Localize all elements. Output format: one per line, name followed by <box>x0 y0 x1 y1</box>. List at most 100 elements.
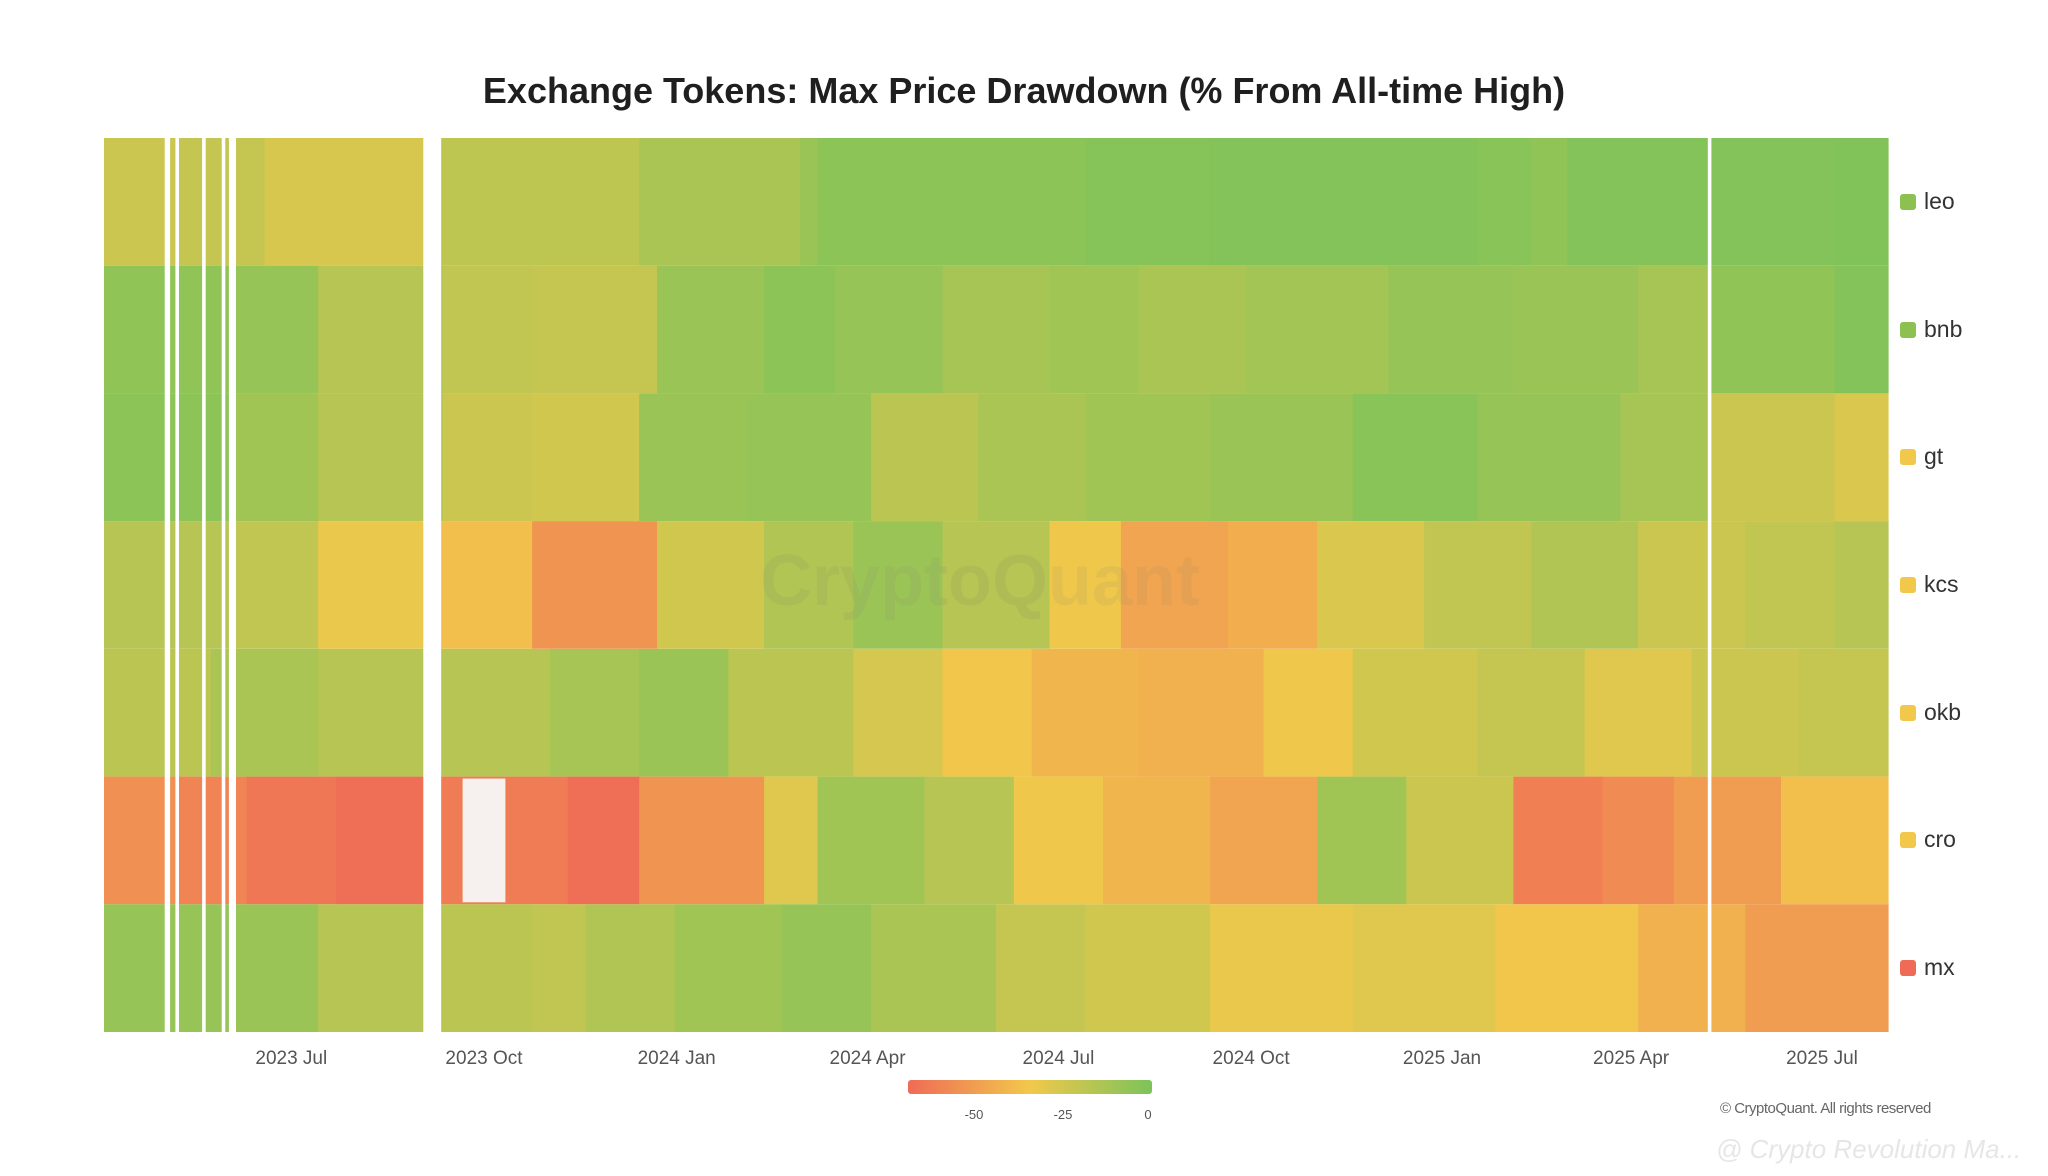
heatmap-cell-bnb <box>1834 265 1889 394</box>
heatmap-cell-gt <box>318 393 444 522</box>
heatmap-cell-gt <box>1709 393 1836 522</box>
heatmap-cell-kcs <box>1531 521 1639 649</box>
heatmap-cell-cro <box>104 776 176 905</box>
heatmap-cell-kcs <box>942 521 1051 649</box>
heatmap-cell-okb <box>1138 648 1265 777</box>
heatmap-cell-bnb <box>835 265 943 394</box>
legend-swatch-mx <box>1900 960 1916 977</box>
heatmap-cell-gt <box>1834 393 1889 522</box>
legend-swatch-leo <box>1900 193 1916 210</box>
heatmap-cell-okb <box>318 648 444 777</box>
heatmap-cell-okb <box>1584 648 1693 777</box>
heatmap-cell-leo <box>817 138 1086 266</box>
heatmap-cell-kcs <box>1227 521 1318 649</box>
heatmap-cell-kcs <box>764 521 854 649</box>
x-tick-label: 2025 Jul <box>1786 1048 1858 1069</box>
heatmap-cell-kcs <box>1638 521 1746 649</box>
x-tick-label: 2024 Jan <box>637 1048 716 1069</box>
heatmap-cell-mx <box>674 904 783 1032</box>
heatmap-cell-okb <box>443 648 551 777</box>
heatmap-cell-cro <box>1103 776 1211 905</box>
heatmap-cell-bnb <box>1709 265 1836 394</box>
heatmap-cell-leo <box>175 138 266 266</box>
credit-text: @ Crypto Revolution Ma... <box>1716 1134 2022 1164</box>
heatmap-cell-kcs <box>318 521 426 649</box>
heatmap-cell-okb <box>728 648 854 777</box>
watermark: CryptoQuant <box>760 541 1200 621</box>
heatmap-cell-cro <box>1513 776 1604 905</box>
legend-label-kcs: kcs <box>1924 571 1959 597</box>
heatmap-cell-bnb <box>942 265 1051 394</box>
heatmap-cell-bnb <box>764 265 837 394</box>
heatmap-cell-cro <box>1673 776 1782 905</box>
heatmap-cell-cro <box>924 776 1015 905</box>
heatmap-cell-gt <box>871 393 979 522</box>
legend-swatch-cro <box>1900 832 1916 849</box>
heatmap-cell-cro <box>335 776 426 905</box>
legend-swatch-okb <box>1900 704 1916 721</box>
heatmap-cell-okb <box>211 648 319 777</box>
heatmap-cell-bnb <box>228 265 319 394</box>
data-gap <box>202 138 206 1032</box>
heatmap-cell-leo <box>639 138 801 266</box>
heatmap-cell-kcs <box>1424 521 1532 649</box>
heatmap-cell-gt <box>1210 393 1354 522</box>
heatmap-cell-bnb <box>532 265 658 394</box>
data-gap <box>1707 138 1712 1032</box>
legend-label-mx: mx <box>1924 954 1955 981</box>
heatmap-cell-leo <box>1834 138 1889 266</box>
heatmap-cell-okb <box>942 648 1033 777</box>
copyright-text: © CryptoQuant. All rights reserved <box>1720 1100 1931 1117</box>
legend-swatch-kcs <box>1900 577 1916 593</box>
heatmap-cell-leo <box>1709 138 1836 266</box>
heatmap-cell-bnb <box>1513 265 1639 394</box>
heatmap-cell-cro <box>1317 776 1407 905</box>
heatmap-cell-bnb <box>1138 265 1247 394</box>
heatmap-cell-kcs <box>1317 521 1425 649</box>
heatmap-cell-kcs <box>853 521 944 649</box>
heatmap-cell-bnb <box>318 265 444 394</box>
heatmap-cell-leo <box>425 138 640 266</box>
x-tick-label: 2023 Jul <box>255 1048 328 1069</box>
heatmap-cell-leo <box>1210 138 1479 266</box>
heatmap-cell-gt <box>1352 393 1479 522</box>
color-scale-bar <box>908 1080 1152 1094</box>
heatmap-cell-leo <box>1085 138 1211 266</box>
heatmap-cell-leo <box>264 138 426 266</box>
color-scale-tick: -25 <box>1053 1107 1073 1122</box>
data-gap <box>175 138 179 1032</box>
heatmap-cell-okb <box>104 648 212 777</box>
heatmap-cell-bnb <box>1388 265 1514 394</box>
data-gap <box>426 138 442 1032</box>
heatmap-cell-leo <box>1477 138 1532 266</box>
heatmap-cell-bnb <box>1245 265 1390 394</box>
heatmap-cell-leo <box>104 138 176 266</box>
legend-label-leo: leo <box>1924 187 1955 214</box>
heatmap-cell-mx <box>585 904 676 1032</box>
heatmap-cell-okb <box>550 648 640 777</box>
heatmap-cell-kcs <box>532 521 658 649</box>
heatmap-cell-okb <box>1798 648 1889 777</box>
heatmap-cell-cro <box>764 776 819 905</box>
legend-label-gt: gt <box>1924 443 1944 470</box>
heatmap-cell-mx <box>996 904 1086 1032</box>
heatmap-cell-mx <box>1745 904 1889 1032</box>
color-scale-tick: -50 <box>964 1107 984 1122</box>
heatmap-cell-cro <box>567 776 640 905</box>
heatmap-cell-gt <box>1620 393 1711 522</box>
color-scale-tick: 0 <box>1144 1107 1152 1122</box>
heatmap-cell-okb <box>639 648 729 777</box>
heatmap-cell-gt <box>443 393 533 522</box>
heatmap-cell-gt <box>746 393 872 522</box>
heatmap-cell-cro <box>1406 776 1514 905</box>
heatmap-cell-kcs <box>228 521 319 649</box>
heatmap-cell-kcs <box>1120 521 1229 649</box>
heatmap-cell-cro <box>1210 776 1318 905</box>
heatmap-cell-kcs <box>657 521 765 649</box>
data-gap <box>164 138 171 1032</box>
heatmap-cell-bnb <box>657 265 765 394</box>
heatmap-cell-okb <box>1263 648 1354 777</box>
heatmap-cell-mx <box>1638 904 1746 1032</box>
heatmap-cell-cro <box>175 776 248 905</box>
